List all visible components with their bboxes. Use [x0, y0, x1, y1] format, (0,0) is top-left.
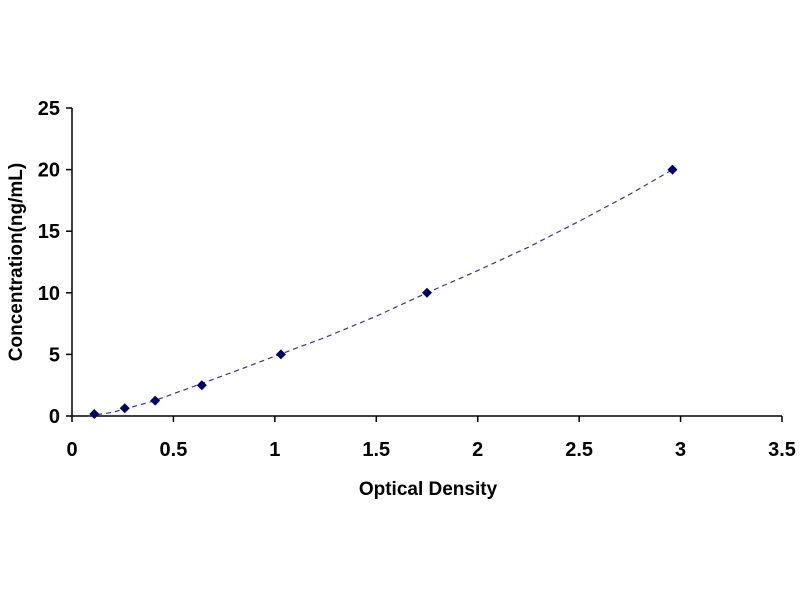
data-point [667, 164, 678, 175]
y-tick-label: 20 [38, 160, 60, 182]
x-tick-label: 3 [675, 439, 686, 461]
y-tick-label: 15 [38, 221, 60, 243]
y-tick-label: 25 [38, 98, 60, 120]
data-point [119, 403, 130, 414]
data-point [422, 287, 432, 298]
x-tick-label: 0 [66, 439, 77, 461]
y-axis-title: Concentration(ng/mL) [6, 163, 27, 361]
y-tick-label: 10 [38, 283, 60, 305]
y-tick-label: 5 [49, 344, 60, 366]
x-tick-label: 1 [269, 439, 280, 461]
data-point [150, 395, 161, 406]
data-point [196, 380, 207, 391]
x-tick-label: 2.5 [565, 439, 593, 461]
x-axis-title: Optical Density [359, 479, 498, 500]
x-tick-label: 1.5 [362, 439, 390, 461]
fit-curve [88, 169, 673, 417]
x-tick-label: 0.5 [160, 439, 188, 461]
x-tick-label: 3.5 [768, 439, 796, 461]
data-point [275, 349, 286, 360]
plot-area: 0 5 10 15 20 25 0 0.5 1 1.5 2 2.5 3 3.5 [38, 98, 796, 461]
data-point [89, 409, 100, 420]
x-tick-label: 2 [472, 439, 483, 461]
y-tick-label: 0 [49, 406, 60, 428]
